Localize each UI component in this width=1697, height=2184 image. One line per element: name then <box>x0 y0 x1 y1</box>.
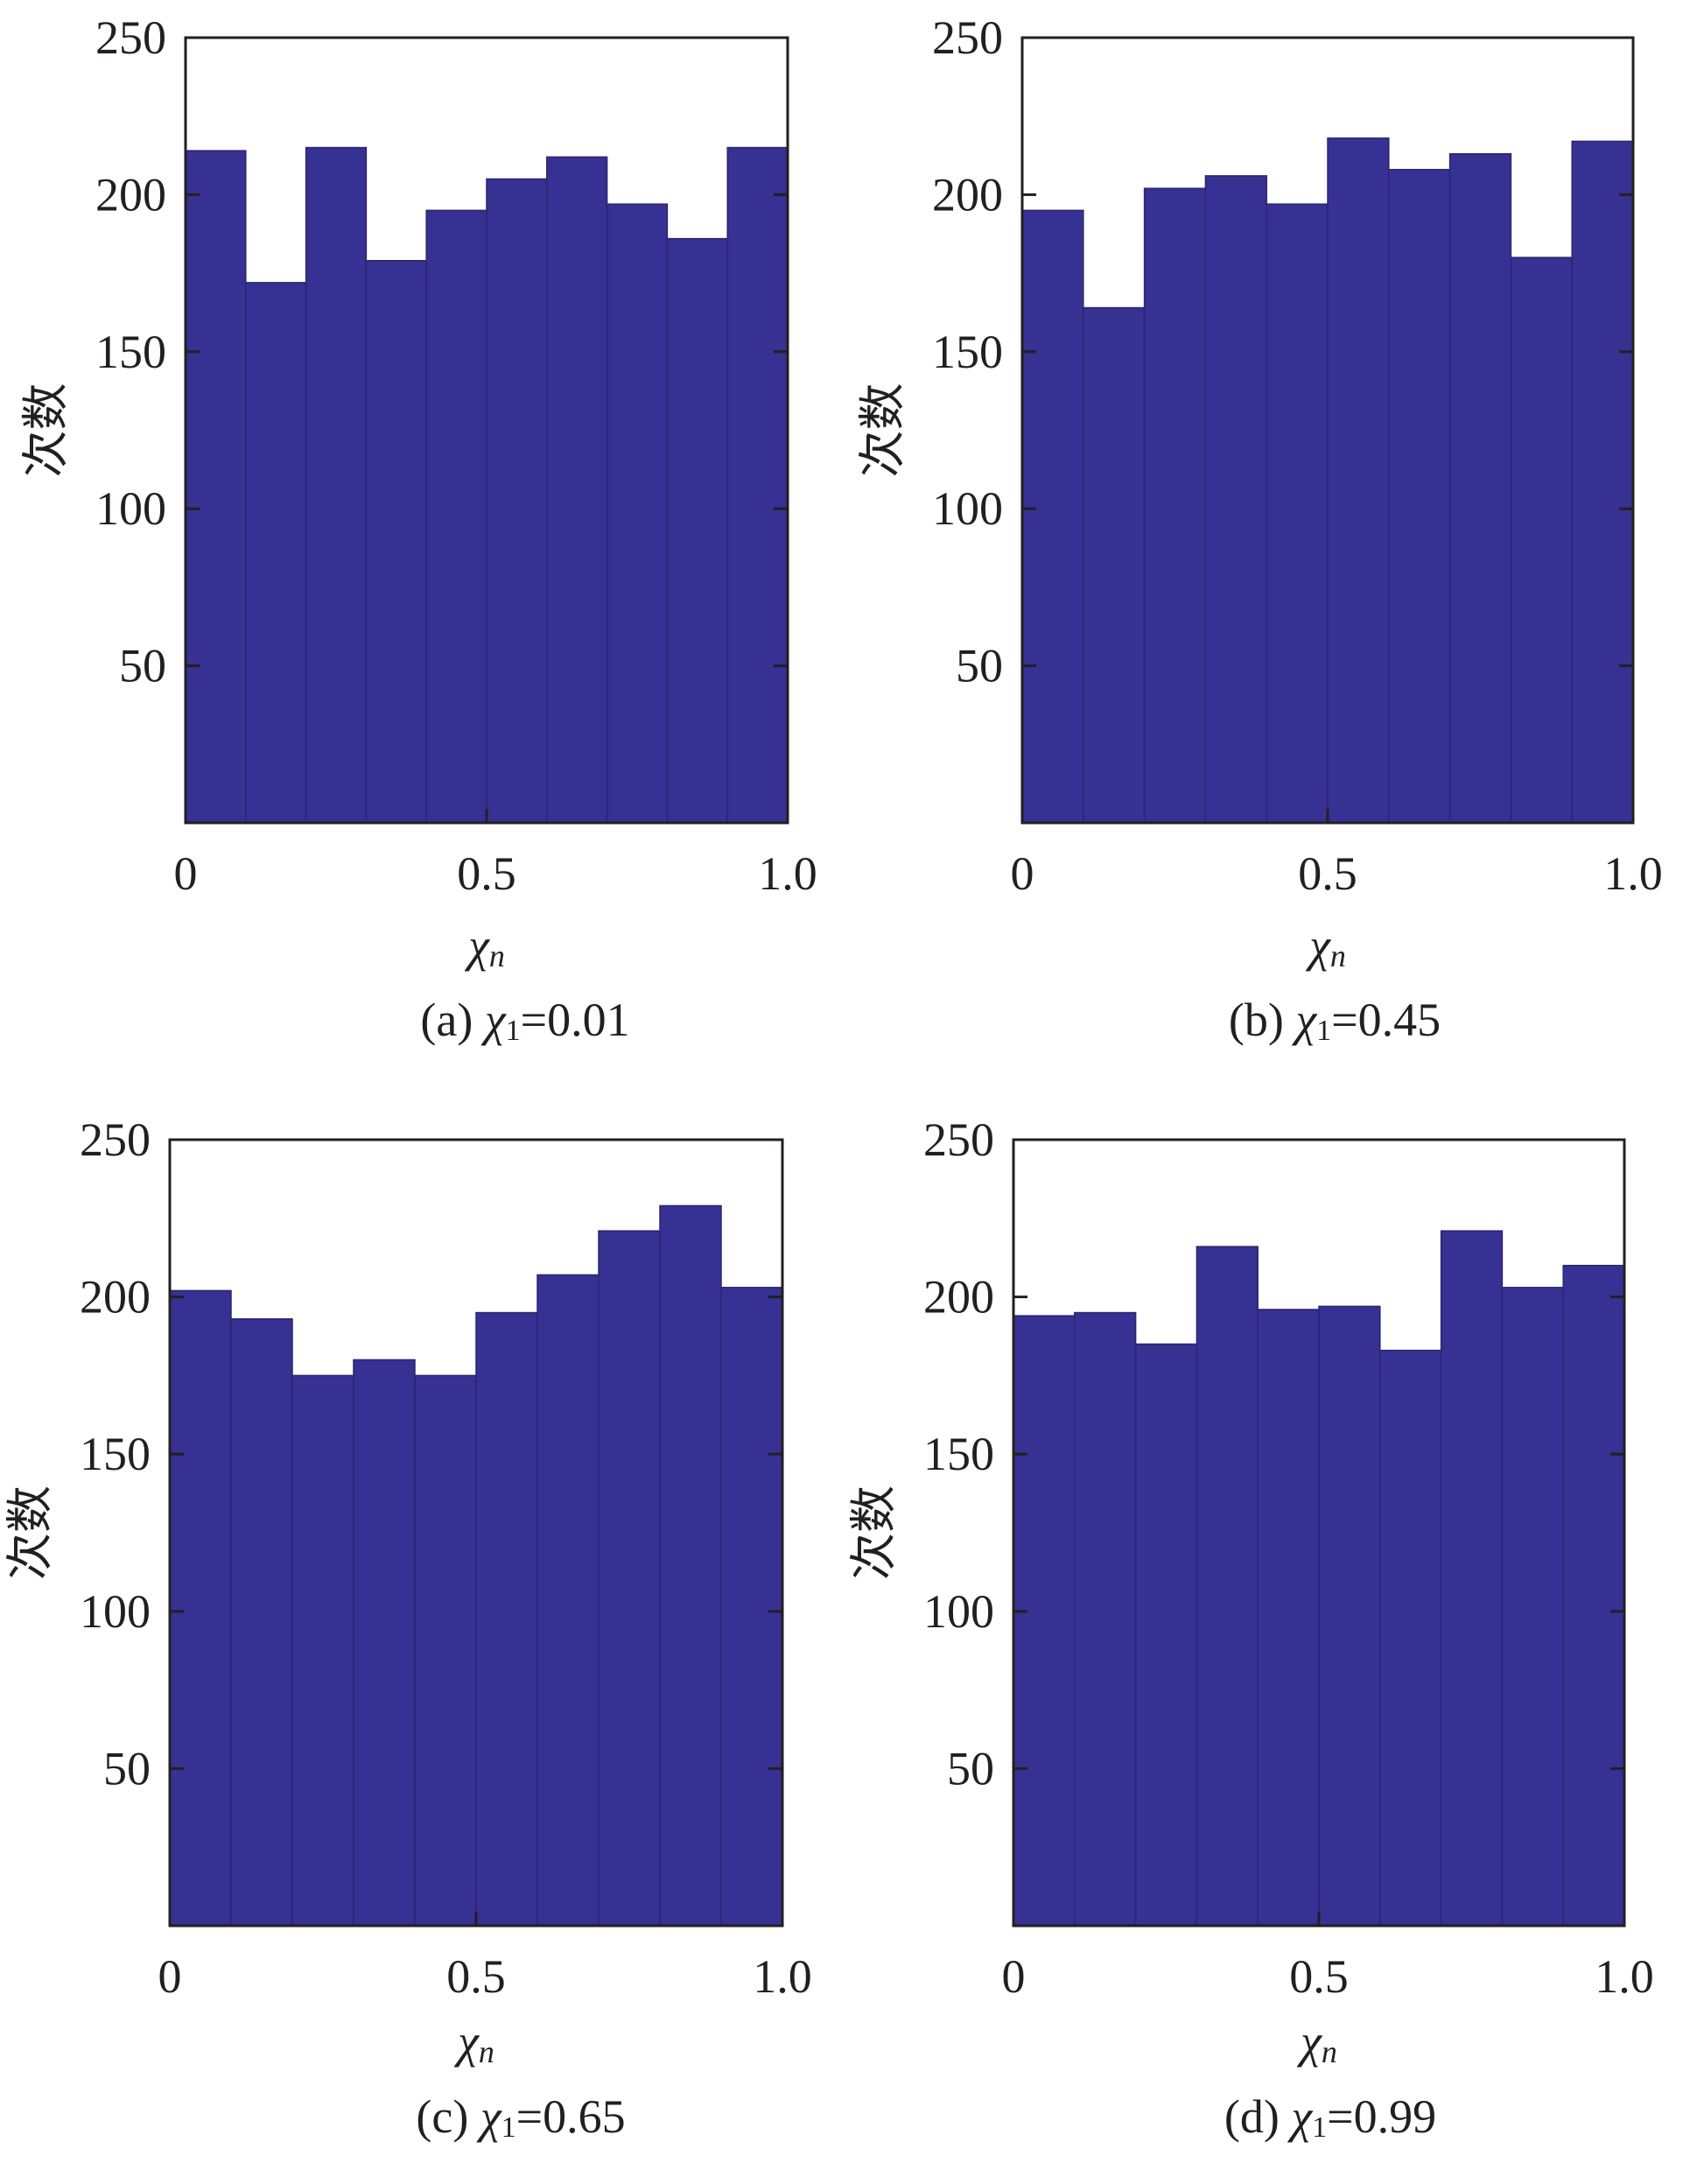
ytick-label-b-100: 100 <box>932 482 1003 535</box>
bar-a-8 <box>606 203 669 824</box>
xtick-label-a-0: 0 <box>174 847 198 900</box>
panel-d: 50 100 150 200 250 0 0.5 1.0 次数 χn (d) χ1=0.99 <box>846 1113 1654 2144</box>
caption-c: (c) χ1=0.65 <box>416 2090 625 2144</box>
bar-c-5 <box>414 1374 477 1927</box>
ytick-label-d-150: 150 <box>923 1428 994 1480</box>
bar-d-1 <box>1013 1315 1076 1927</box>
bar-a-7 <box>546 156 608 824</box>
bar-a-10 <box>726 146 789 824</box>
bar-b-8 <box>1448 153 1512 824</box>
bar-c-3 <box>291 1374 354 1927</box>
bar-c-9 <box>659 1204 722 1927</box>
xtick-label-b-1: 0.5 <box>1298 847 1357 900</box>
bar-c-8 <box>598 1230 661 1927</box>
bar-d-2 <box>1074 1311 1137 1927</box>
bar-d-8 <box>1440 1230 1504 1927</box>
ytick-label-a-250: 250 <box>95 11 166 64</box>
ytick-label-b-200: 200 <box>932 168 1003 221</box>
bar-b-1 <box>1021 209 1084 824</box>
bar-a-6 <box>486 178 548 824</box>
bar-d-5 <box>1257 1309 1320 1927</box>
bar-a-4 <box>365 259 427 824</box>
bar-a-9 <box>666 237 728 824</box>
ytick-label-c-200: 200 <box>80 1271 151 1324</box>
xtick-label-d-0: 0 <box>1002 1950 1026 2003</box>
ytick-label-d-250: 250 <box>923 1113 994 1166</box>
ylabel-c: 次数 <box>3 1485 58 1580</box>
xtick-label-a-2: 1.0 <box>758 847 817 900</box>
xtick-label-c-0: 0 <box>158 1950 182 2003</box>
xtick-label-c-1: 0.5 <box>446 1950 506 2003</box>
bar-b-7 <box>1388 168 1451 824</box>
xtick-label-b-0: 0 <box>1011 847 1034 900</box>
bar-a-3 <box>305 146 368 824</box>
bar-a-5 <box>425 209 487 824</box>
xtick-label-d-1: 0.5 <box>1289 1950 1349 2003</box>
bar-c-6 <box>475 1311 538 1927</box>
xlabel-b: χn <box>1305 919 1346 973</box>
bar-a-1 <box>185 150 247 824</box>
ytick-label-b-50: 50 <box>956 640 1003 692</box>
ylabel-d: 次数 <box>846 1485 901 1580</box>
ytick-label-b-250: 250 <box>932 11 1003 64</box>
caption-d: (d) χ1=0.99 <box>1224 2090 1436 2144</box>
ytick-label-a-150: 150 <box>95 326 166 378</box>
ylabel-a: 次数 <box>18 383 74 478</box>
bar-d-10 <box>1562 1264 1625 1927</box>
bar-c-1 <box>169 1289 232 1927</box>
bar-d-6 <box>1318 1305 1381 1927</box>
ytick-label-d-100: 100 <box>923 1585 994 1638</box>
caption-b: (b) χ1=0.45 <box>1229 994 1441 1047</box>
bar-c-4 <box>353 1359 416 1927</box>
bar-d-7 <box>1379 1349 1442 1927</box>
ylabel-b: 次数 <box>855 383 910 478</box>
bar-c-2 <box>230 1317 293 1927</box>
ytick-label-c-250: 250 <box>80 1113 151 1166</box>
xlabel-c: χn <box>453 2015 494 2069</box>
bar-c-7 <box>536 1274 600 1927</box>
bar-b-3 <box>1143 187 1207 824</box>
xtick-label-d-2: 1.0 <box>1595 1950 1654 2003</box>
panel-b: 50 100 150 200 250 0 0.5 1.0 次数 χn (b) χ1=0.45 <box>855 11 1663 1047</box>
bar-d-3 <box>1134 1343 1198 1927</box>
bar-b-9 <box>1510 256 1573 824</box>
bar-c-10 <box>720 1287 783 1927</box>
bar-a-2 <box>245 282 307 824</box>
xlabel-d: χn <box>1296 2015 1337 2069</box>
xtick-label-a-1: 0.5 <box>457 847 516 900</box>
panel-c: 50 100 150 200 250 0 0.5 1.0 次数 χn (c) χ1=0.65 <box>3 1113 812 2144</box>
ytick-label-d-200: 200 <box>923 1271 994 1324</box>
xtick-label-c-2: 1.0 <box>753 1950 812 2003</box>
bar-b-4 <box>1204 175 1267 824</box>
bar-d-4 <box>1196 1246 1259 1927</box>
bar-b-6 <box>1327 137 1390 824</box>
ytick-label-d-50: 50 <box>947 1742 994 1794</box>
ytick-label-c-50: 50 <box>103 1742 151 1794</box>
ytick-label-c-150: 150 <box>80 1428 151 1480</box>
ytick-label-a-200: 200 <box>95 168 166 221</box>
ytick-label-a-100: 100 <box>95 482 166 535</box>
xtick-label-b-2: 1.0 <box>1603 847 1663 900</box>
ytick-label-a-50: 50 <box>119 640 166 692</box>
ytick-label-b-150: 150 <box>932 326 1003 378</box>
ytick-label-c-100: 100 <box>80 1585 151 1638</box>
bar-b-5 <box>1266 203 1329 824</box>
panel-a: 50 100 150 200 250 0 0.5 1.0 次数 χn (a) χ1=0.01 <box>18 11 817 1047</box>
bar-b-2 <box>1083 306 1146 824</box>
bar-b-10 <box>1571 140 1634 824</box>
xlabel-a: χn <box>464 919 505 973</box>
bar-d-9 <box>1501 1287 1564 1927</box>
caption-a: (a) χ1=0.01 <box>420 994 629 1047</box>
